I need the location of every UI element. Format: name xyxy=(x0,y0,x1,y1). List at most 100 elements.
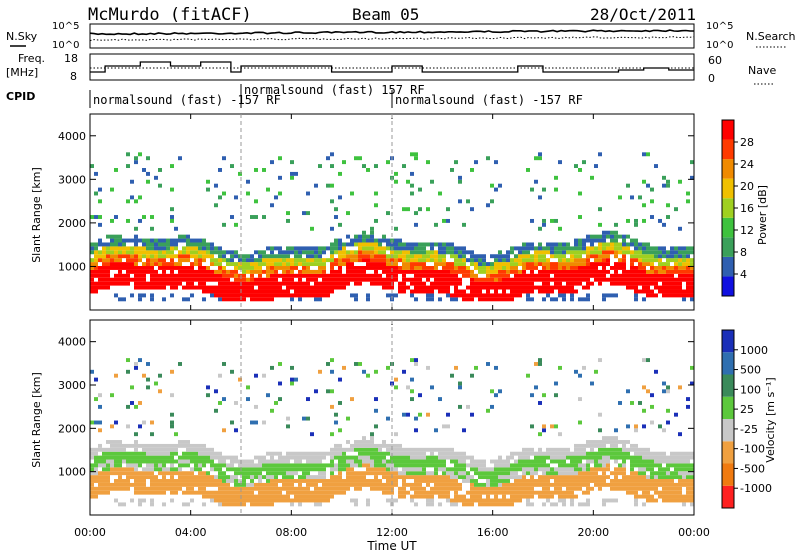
power-cell xyxy=(230,258,234,263)
velocity-cell xyxy=(238,482,242,487)
power-cell xyxy=(546,293,550,298)
velocity-cell xyxy=(566,447,570,452)
power-cell xyxy=(206,266,210,270)
velocity-cell xyxy=(202,443,206,448)
velocity-cell xyxy=(614,455,618,460)
power-cell xyxy=(538,289,542,294)
velocity-cell xyxy=(458,459,462,464)
velocity-cell xyxy=(442,459,446,464)
power-cell xyxy=(434,250,438,255)
power-cell xyxy=(454,160,458,165)
power-cell xyxy=(678,258,682,263)
power-cell xyxy=(358,238,362,243)
velocity-cell xyxy=(110,471,114,476)
velocity-cell xyxy=(134,471,138,476)
velocity-cell xyxy=(242,494,246,499)
velocity-cell xyxy=(266,467,270,472)
velocity-cell xyxy=(166,455,170,460)
power-cell xyxy=(602,277,606,282)
velocity-cell xyxy=(634,482,638,487)
velocity-cell xyxy=(526,451,530,456)
velocity-cell xyxy=(522,467,526,472)
velocity-cell xyxy=(538,401,542,405)
power-cell xyxy=(294,262,298,267)
power-cell xyxy=(334,258,338,263)
power-cell xyxy=(638,277,642,282)
velocity-cell xyxy=(662,467,666,472)
power-cell xyxy=(526,242,530,247)
power-cell xyxy=(686,277,690,282)
velocity-cell xyxy=(662,482,666,487)
cpid-segment-text: normalsound (fast) -157 RF xyxy=(93,93,281,107)
velocity-cell xyxy=(574,475,578,480)
power-cell xyxy=(342,273,346,278)
power-cell xyxy=(498,269,502,274)
power-cell xyxy=(342,250,346,255)
velocity-cell xyxy=(546,467,550,472)
velocity-cell xyxy=(482,463,486,468)
velocity-cell xyxy=(366,482,370,487)
velocity-cell xyxy=(634,475,638,480)
velocity-cell xyxy=(258,471,262,476)
velocity-cell xyxy=(154,455,158,460)
velocity-cell xyxy=(306,490,310,495)
power-cell xyxy=(422,254,426,259)
power-cell xyxy=(174,273,178,278)
power-cell xyxy=(234,289,238,294)
velocity-cell xyxy=(662,475,666,480)
velocity-cell xyxy=(390,443,394,448)
velocity-cell xyxy=(278,494,282,499)
velocity-cell xyxy=(338,471,342,476)
velocity-cell xyxy=(398,459,402,464)
power-cell xyxy=(346,254,350,259)
power-cell xyxy=(546,242,550,247)
velocity-cell xyxy=(318,494,322,499)
velocity-cell xyxy=(378,479,382,483)
power-cell xyxy=(690,289,694,294)
velocity-cell xyxy=(594,471,598,476)
power-cell xyxy=(506,262,510,267)
velocity-cell xyxy=(622,471,626,476)
velocity-cell xyxy=(478,490,482,495)
velocity-cell xyxy=(198,447,202,452)
power-cell xyxy=(214,262,218,267)
power-cell xyxy=(274,281,278,286)
velocity-cell xyxy=(538,451,542,456)
power-cell xyxy=(594,234,598,239)
power-cell xyxy=(182,277,186,282)
power-cell xyxy=(662,254,666,259)
velocity-cell xyxy=(538,467,542,472)
velocity-cell xyxy=(306,397,310,402)
velocity-cell xyxy=(642,475,646,480)
velocity-cell xyxy=(610,498,614,503)
power-cell xyxy=(282,273,286,278)
velocity-cell xyxy=(522,494,526,499)
power-cell xyxy=(314,269,318,274)
velocity-cell xyxy=(162,482,166,487)
velocity-cell xyxy=(370,486,374,491)
velocity-cell xyxy=(666,455,670,460)
power-cell xyxy=(658,266,662,270)
power-cell xyxy=(510,297,514,302)
power-cell xyxy=(354,250,358,255)
velocity-cell xyxy=(486,490,490,495)
power-cell xyxy=(366,262,370,267)
power-cell xyxy=(494,266,498,270)
power-cell xyxy=(642,242,646,247)
power-cell xyxy=(450,246,454,251)
velocity-cell xyxy=(394,467,398,472)
power-cell xyxy=(310,289,314,294)
velocity-cell xyxy=(638,455,642,460)
power-cell xyxy=(614,269,618,274)
power-cell xyxy=(134,273,138,278)
power-cell xyxy=(506,266,510,270)
power-cell xyxy=(554,277,558,282)
velocity-cell xyxy=(478,475,482,480)
velocity-cell xyxy=(318,490,322,495)
velocity-cell xyxy=(170,490,174,495)
power-cell xyxy=(438,277,442,282)
velocity-cell xyxy=(650,393,654,398)
power-cell xyxy=(274,269,278,274)
power-cell xyxy=(446,269,450,274)
velocity-cell xyxy=(174,443,178,448)
